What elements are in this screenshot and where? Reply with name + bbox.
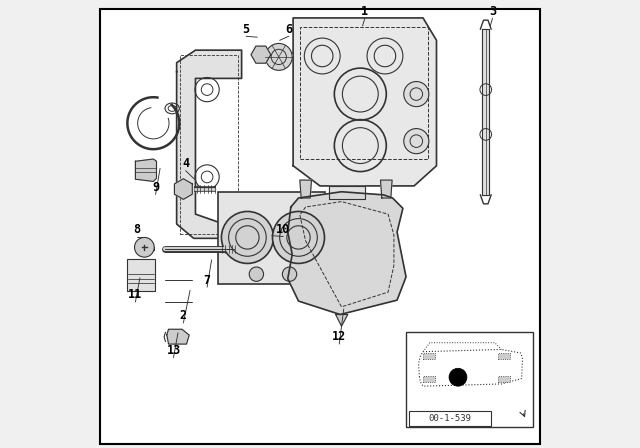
Polygon shape xyxy=(300,180,312,198)
Text: 6: 6 xyxy=(285,22,292,36)
Circle shape xyxy=(404,82,429,107)
FancyBboxPatch shape xyxy=(409,411,491,426)
Circle shape xyxy=(273,211,324,263)
Text: 3: 3 xyxy=(489,4,496,18)
Text: 12: 12 xyxy=(332,330,346,344)
Polygon shape xyxy=(336,314,348,326)
Circle shape xyxy=(449,368,467,386)
Circle shape xyxy=(266,43,292,70)
Text: 8: 8 xyxy=(134,223,141,236)
Text: 1: 1 xyxy=(361,4,369,18)
Text: 9: 9 xyxy=(152,181,159,194)
Polygon shape xyxy=(288,192,406,314)
FancyBboxPatch shape xyxy=(218,192,325,284)
Text: 5: 5 xyxy=(243,22,250,36)
FancyBboxPatch shape xyxy=(422,353,435,359)
Polygon shape xyxy=(329,186,365,199)
FancyBboxPatch shape xyxy=(498,353,510,359)
Text: 00-1-539: 00-1-539 xyxy=(428,414,472,423)
Text: 13: 13 xyxy=(166,344,180,357)
FancyBboxPatch shape xyxy=(127,259,155,291)
Polygon shape xyxy=(293,18,436,186)
FancyBboxPatch shape xyxy=(100,9,540,444)
Text: 4: 4 xyxy=(182,157,189,170)
Text: 11: 11 xyxy=(128,288,143,302)
Polygon shape xyxy=(136,159,157,181)
FancyBboxPatch shape xyxy=(498,376,510,382)
Circle shape xyxy=(221,211,273,263)
Polygon shape xyxy=(482,29,490,195)
Circle shape xyxy=(249,267,264,281)
Polygon shape xyxy=(177,50,242,238)
Circle shape xyxy=(404,129,429,154)
Circle shape xyxy=(282,267,297,281)
Text: 10: 10 xyxy=(276,223,291,236)
Polygon shape xyxy=(167,329,189,344)
Polygon shape xyxy=(380,180,392,198)
Text: 7: 7 xyxy=(204,273,211,287)
Circle shape xyxy=(134,237,154,257)
FancyBboxPatch shape xyxy=(406,332,533,427)
Text: 2: 2 xyxy=(180,309,187,323)
FancyBboxPatch shape xyxy=(422,376,435,382)
Polygon shape xyxy=(251,46,271,63)
Polygon shape xyxy=(175,179,192,199)
